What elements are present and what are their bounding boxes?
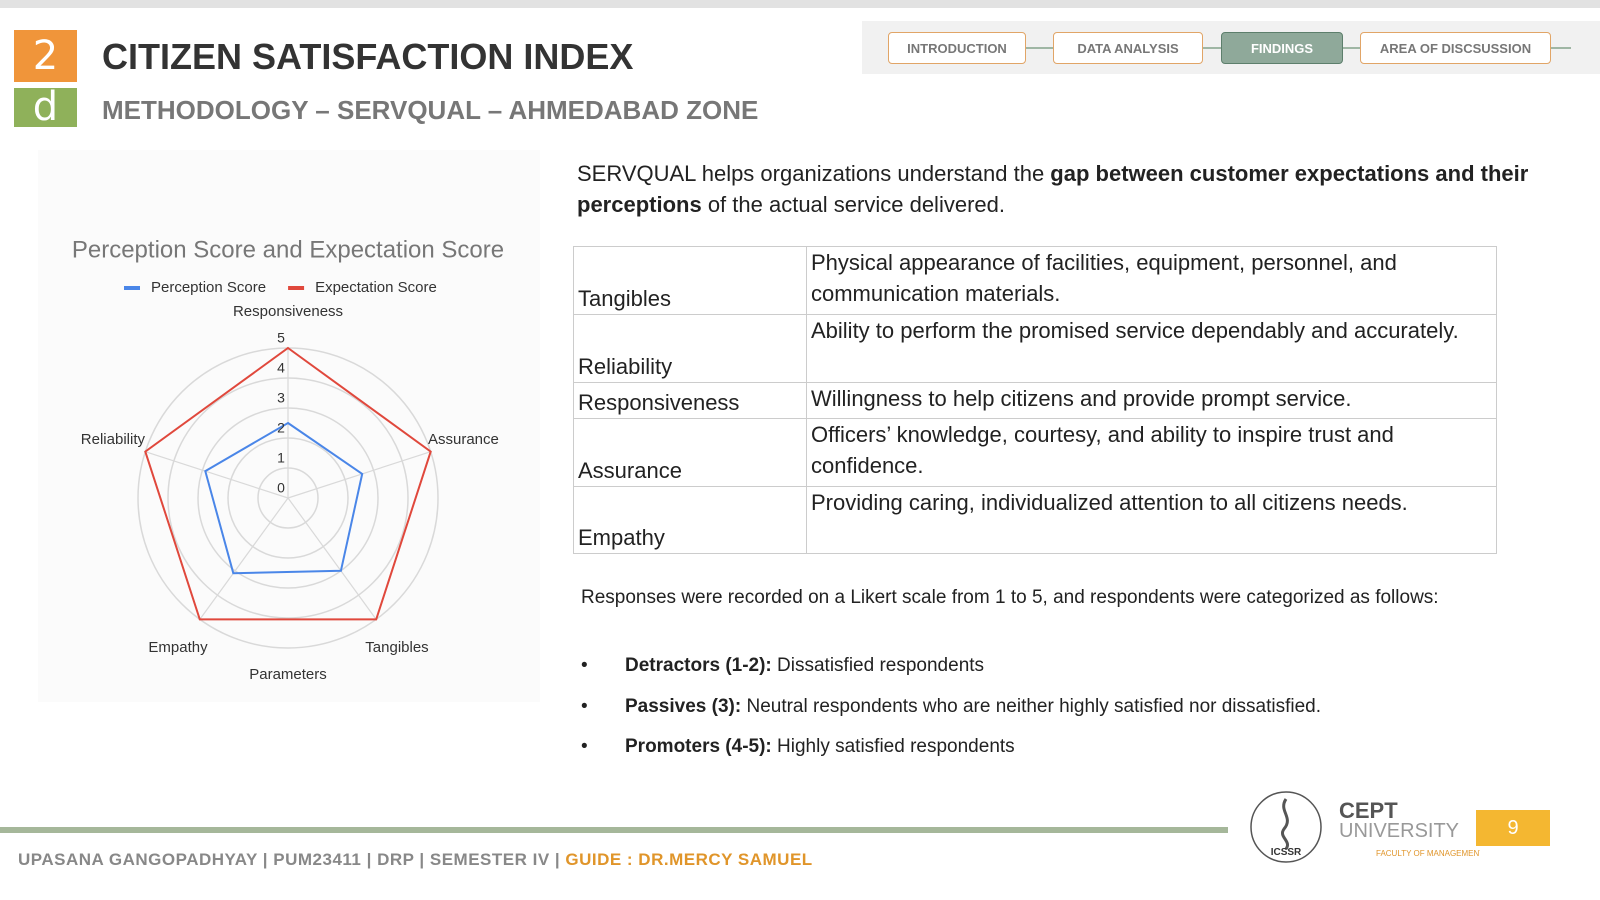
footer: UPASANA GANGOPADHYAY | PUM23411 | DRP | … [18,850,813,870]
category-label: Reliability [81,431,146,448]
definition: Physical appearance of facilities, equip… [806,246,1497,315]
spoke [287,497,377,620]
badge-letter: d [14,87,77,127]
icssr-logo [1250,791,1322,863]
likert-text: Responses were recorded on a Likert scal… [581,587,1439,608]
subtitle: METHODOLOGY – SERVQUAL – AHMEDABAD ZONE [102,95,759,125]
nav-connector [1026,47,1053,49]
dimension: Reliability [573,314,807,383]
bullet-label: Detractors (1-2): [625,655,772,676]
bullet-text: Neutral respondents who are neither high… [741,696,1322,717]
tick-label: 3 [277,390,285,406]
chart-background [38,150,540,702]
dimension: Assurance [573,418,807,487]
page-number: 9 [1476,810,1550,846]
title: CITIZEN SATISFACTION INDEX [102,36,634,77]
series-line [144,346,432,621]
dimension: Responsiveness [573,382,807,419]
legend-label: Perception Score [151,279,266,296]
chart-title: Perception Score and Expectation Score [72,236,504,263]
nav-tab[interactable]: INTRODUCTION [888,32,1026,64]
nav-connector [1203,47,1221,49]
legend-label: Expectation Score [315,279,437,296]
badge-number: 2 [14,30,77,82]
servqual-table: Tangibles Physical appearance of faciliti… [573,246,1497,554]
intro-bold: gap between customer expectations and th… [577,161,1529,217]
footer-author: UPASANA GANGOPADHYAY | PUM23411 | DRP | … [18,850,566,869]
nav-connector [1343,47,1360,49]
nav-tab[interactable]: AREA OF DISCSUSSION [1360,32,1551,64]
faculty-text: FACULTY OF MANAGEMENT [1376,849,1480,858]
footer-line [0,827,1228,833]
footer-guide: GUIDE : DR.MERCY SAMUEL [565,850,813,869]
top-bar [0,0,1600,8]
icssr-emblem [1281,798,1289,850]
tick-label: 1 [277,450,285,466]
spoke [199,497,289,620]
university-text: UNIVERSITY [1339,820,1459,842]
logos: ICSSR CEPT UNIVERSITY FACULTY OF MANAGEM… [1250,791,1480,863]
bullet-text: Dissatisfied respondents [771,655,985,676]
category-label: Assurance [428,431,499,448]
bullet-text: Highly satisfied respondents [771,736,1015,757]
bullet-label: Promoters (4-5): [625,736,772,757]
definition: Officers’ knowledge, courtesy, and abili… [806,418,1497,487]
category-label: Responsiveness [233,303,343,320]
intro-text: SERVQUAL helps organizations understand … [577,161,1051,186]
definition: Willingness to help citizens and provide… [806,382,1497,419]
cept-text: CEPT [1339,798,1398,823]
tick-label: 5 [277,330,285,346]
dimension: Empathy [573,486,807,554]
radar-chart: Perception Score and Expectation Score P… [38,150,540,702]
nav-tab-active[interactable]: FINDINGS [1221,32,1343,64]
nav-connector [1551,47,1571,49]
tick-label: 2 [277,420,285,436]
tick-label: 0 [277,480,285,496]
definition: Ability to perform the promised service … [806,314,1497,383]
tick-label: 4 [277,360,285,376]
spoke [145,451,289,499]
icssr-text: ICSSR [1271,847,1302,858]
nav-tab[interactable]: DATA ANALYSIS [1053,32,1203,64]
spoke [287,451,431,499]
intro: SERVQUAL helps organizations understand … [577,158,1577,220]
dimension: Tangibles [573,246,807,315]
category-label: Empathy [148,639,208,656]
definition: Providing caring, individualized attenti… [806,486,1497,554]
series-line [204,421,364,575]
bullet-label: Passives (3): [625,696,742,717]
category-label: Tangibles [365,639,428,656]
axis-label: Parameters [249,666,327,683]
intro-text: of the actual service delivered. [701,192,1005,217]
